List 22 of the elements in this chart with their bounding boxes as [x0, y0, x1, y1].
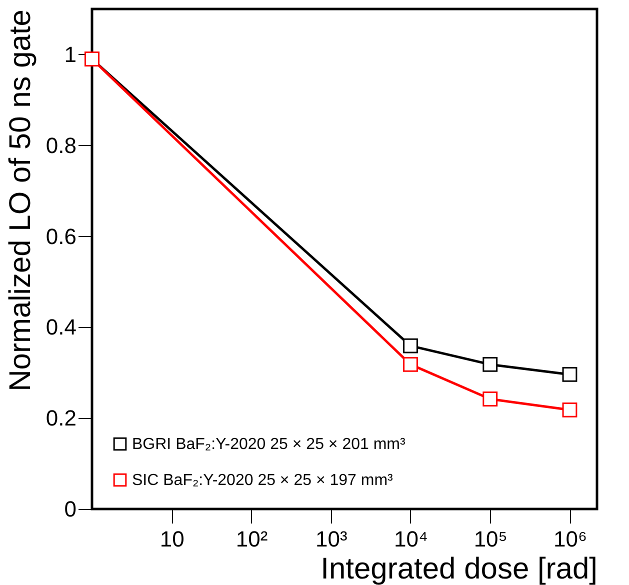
y-tick-label: 0.4 — [46, 314, 76, 340]
y-tick-label: 0.2 — [46, 406, 76, 431]
x-tick-label: 10⁴ — [394, 526, 428, 552]
y-tick-label: 1 — [64, 42, 76, 67]
x-tick-label: 10² — [236, 526, 268, 552]
x-axis-title: Integrated dose [rad] — [320, 552, 598, 585]
y-tick-label: 0.8 — [46, 132, 76, 158]
point — [562, 366, 578, 382]
x-tick-label: 10 — [160, 526, 184, 552]
x-tick-label: 10⁵ — [474, 526, 508, 552]
x-tick-label: 10³ — [315, 526, 348, 552]
legend-label: SIC BaF₂:Y-2020 25 × 25 × 197 mm³ — [132, 472, 394, 489]
y-tick-label: 0 — [64, 496, 76, 522]
x-tick-label: 10⁶ — [553, 526, 587, 552]
point — [403, 338, 418, 354]
point — [482, 356, 498, 372]
legend-label: BGRI BaF₂:Y-2020 25 × 25 × 201 mm³ — [132, 436, 406, 453]
point — [562, 402, 578, 418]
y-tick-label: 0.6 — [46, 224, 76, 249]
point — [403, 356, 418, 372]
point — [482, 392, 498, 406]
y-axis-title: Normalized LO of 50 ns gate — [4, 10, 37, 392]
